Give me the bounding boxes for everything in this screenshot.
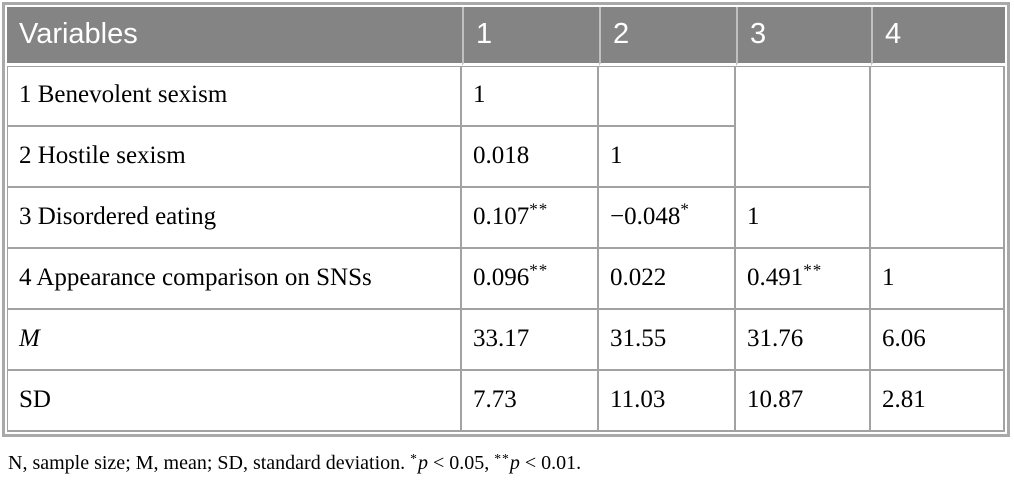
cell-value: 7.73	[473, 385, 517, 413]
cell-value: 31.76	[747, 324, 804, 352]
cell-value: −0.048	[610, 202, 681, 230]
row-label-text: SD	[19, 385, 51, 413]
cell-value: 0.096	[473, 263, 530, 291]
cell-benevolent-2-empty	[599, 66, 736, 127]
cell-value: 1	[473, 81, 486, 108]
cell-appearance-1: 0.096**	[462, 249, 599, 310]
table-row: 1 Benevolent sexism 1	[7, 66, 1005, 249]
cell-sd-2: 11.03	[599, 371, 736, 432]
cell-sd-4: 2.81	[871, 371, 1005, 432]
cell-appearance-3: 0.491**	[736, 249, 871, 310]
cell-appearance-4: 1	[871, 249, 1005, 310]
cell-value: 1	[882, 263, 895, 291]
cell-hostile-2: 1	[599, 127, 736, 188]
col-header-variables: Variables	[7, 7, 462, 66]
cell-value: 11.03	[610, 385, 666, 413]
correlation-table: Variables 1 2 3 4 1 Benevolent sexism 1 …	[2, 2, 1010, 437]
row-label-sd: SD	[7, 371, 462, 432]
row-label-hostile-sexism: 2 Hostile sexism	[7, 127, 462, 188]
cell-value: 0.022	[610, 263, 667, 291]
row-label-mean: M	[7, 310, 462, 371]
cell-merged-col4	[871, 66, 1005, 249]
cell-hostile-1: 0.018	[462, 127, 599, 188]
significance-marker: *	[680, 199, 690, 219]
col-header-4: 4	[871, 7, 1005, 66]
cell-benevolent-1: 1	[462, 66, 599, 127]
table-row-mean: M 33.17 31.55 31.76 6.06	[7, 310, 1005, 371]
cell-value: 2.81	[882, 385, 926, 413]
p-value-symbol: p	[509, 452, 520, 474]
cell-eating-2: −0.048*	[599, 188, 736, 249]
col-header-1: 1	[462, 7, 599, 66]
row-label-text: 2 Hostile sexism	[19, 141, 186, 169]
footnote-threshold-1: < 0.05,	[432, 452, 490, 474]
significance-marker: **	[529, 260, 549, 280]
cell-mean-1: 33.17	[462, 310, 599, 371]
row-label-text: 4 Appearance comparison on SNSs	[19, 263, 372, 291]
table-row-sd: SD 7.73 11.03 10.87 2.81	[7, 371, 1005, 432]
significance-marker: **	[803, 260, 823, 280]
cell-appearance-2: 0.022	[599, 249, 736, 310]
row-label-text: 1 Benevolent sexism	[19, 81, 228, 108]
cell-merged-col3	[736, 66, 871, 188]
footnote-abbreviations: N, sample size; M, mean; SD, standard de…	[8, 452, 406, 474]
cell-value: 6.06	[882, 324, 926, 352]
p-value-symbol: p	[417, 452, 428, 474]
table-row: 2 Hostile sexism 0.018 1	[7, 127, 1005, 188]
row-label-appearance-comparison: 4 Appearance comparison on SNSs	[7, 249, 462, 310]
cell-sd-3: 10.87	[736, 371, 871, 432]
cell-mean-2: 31.55	[599, 310, 736, 371]
significance-marker: **	[529, 199, 549, 219]
cell-value: 33.17	[473, 324, 530, 352]
cell-eating-1: 0.107**	[462, 188, 599, 249]
cell-value: 0.107	[473, 202, 530, 230]
row-label-disordered-eating: 3 Disordered eating	[7, 188, 462, 249]
table-row: 4 Appearance comparison on SNSs 0.096** …	[7, 249, 1005, 310]
cell-value: 1	[610, 141, 623, 169]
cell-value: 10.87	[747, 385, 804, 413]
significance-marker: *	[410, 450, 418, 466]
col-header-3: 3	[736, 7, 871, 66]
row-label-text: 3 Disordered eating	[19, 202, 217, 230]
cell-value: 31.55	[610, 324, 667, 352]
row-label-benevolent-sexism: 1 Benevolent sexism	[7, 66, 462, 127]
cell-value: 0.491	[747, 263, 804, 291]
cell-eating-3: 1	[736, 188, 871, 249]
cell-sd-1: 7.73	[462, 371, 599, 432]
table-footnote: N, sample size; M, mean; SD, standard de…	[8, 452, 1014, 475]
row-label-text: M	[19, 324, 40, 352]
header-row: Variables 1 2 3 4	[7, 7, 1005, 66]
col-header-2: 2	[599, 7, 736, 66]
correlation-matrix: Variables 1 2 3 4 1 Benevolent sexism 1 …	[7, 7, 1005, 432]
cell-value: 0.018	[473, 141, 530, 169]
cell-mean-4: 6.06	[871, 310, 1005, 371]
table-row: 3 Disordered eating 0.107** −0.048* 1	[7, 188, 1005, 249]
cell-value: 1	[747, 202, 760, 230]
cell-mean-3: 31.76	[736, 310, 871, 371]
significance-marker: **	[494, 450, 510, 466]
footnote-threshold-2: < 0.01.	[524, 452, 582, 474]
